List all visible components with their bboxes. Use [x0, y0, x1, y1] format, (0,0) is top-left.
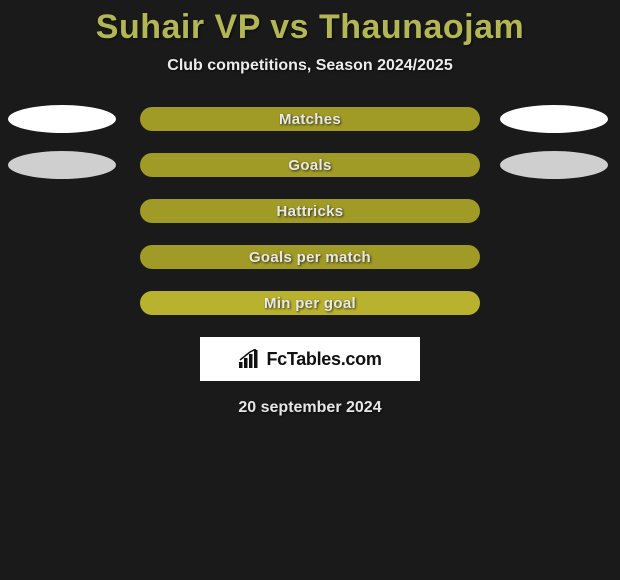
- stat-label: Matches: [279, 111, 341, 128]
- stat-bar: Goals per match: [140, 245, 480, 269]
- stat-bar: Goals: [140, 153, 480, 177]
- stat-row: 0Hattricks: [0, 199, 620, 223]
- stat-row: 0Goals: [0, 153, 620, 177]
- logo-text: FcTables.com: [266, 349, 381, 370]
- stat-label: Goals: [288, 157, 331, 174]
- stat-row: Min per goal: [0, 291, 620, 315]
- stat-row: Goals per match: [0, 245, 620, 269]
- stat-row: 1Matches: [0, 107, 620, 131]
- stats-container: 1Matches 0Goals 0Hattricks Goals per match M…: [0, 107, 620, 315]
- subtitle: Club competitions, Season 2024/2025: [0, 57, 620, 75]
- stat-label: Min per goal: [264, 295, 356, 312]
- right-ellipse: [500, 105, 608, 133]
- left-ellipse: [8, 105, 116, 133]
- right-ellipse: [500, 151, 608, 179]
- stat-label: Hattricks: [277, 203, 344, 220]
- stat-bar: Hattricks: [140, 199, 480, 223]
- page-title: Suhair VP vs Thaunaojam: [0, 0, 620, 47]
- left-ellipse: [8, 151, 116, 179]
- chart-icon: [238, 349, 262, 369]
- stat-label: Goals per match: [249, 249, 371, 266]
- logo-box: FcTables.com: [200, 337, 420, 381]
- stat-bar: Matches: [140, 107, 480, 131]
- date-text: 20 september 2024: [0, 399, 620, 417]
- logo: FcTables.com: [238, 349, 381, 370]
- stat-bar: Min per goal: [140, 291, 480, 315]
